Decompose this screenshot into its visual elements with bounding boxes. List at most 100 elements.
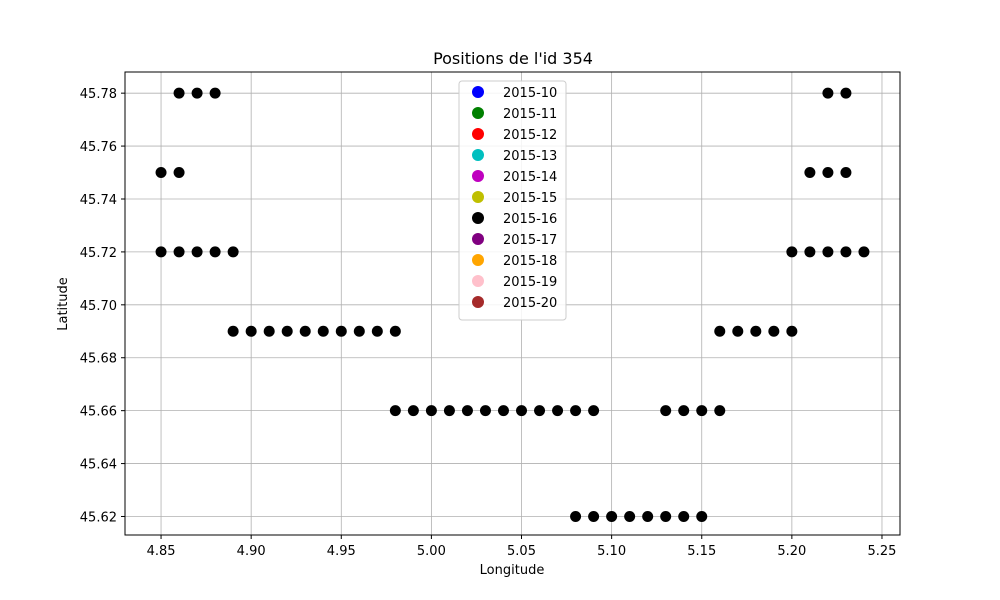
- scatter-point: [840, 246, 852, 258]
- scatter-point: [732, 325, 744, 337]
- scatter-point: [155, 167, 167, 179]
- scatter-point: [173, 246, 185, 258]
- scatter-point: [696, 405, 708, 417]
- x-tick-label: 4.90: [237, 544, 266, 559]
- legend-label: 2015-10: [503, 86, 557, 101]
- scatter-point: [858, 246, 870, 258]
- x-tick-label: 5.20: [777, 544, 806, 559]
- scatter-point: [822, 167, 834, 179]
- legend-label: 2015-14: [503, 170, 557, 185]
- y-tick-label: 45.76: [80, 140, 117, 155]
- x-tick-label: 4.95: [327, 544, 356, 559]
- scatter-point: [516, 405, 528, 417]
- scatter-point: [534, 405, 546, 417]
- scatter-point: [822, 246, 834, 258]
- scatter-point: [822, 87, 834, 99]
- scatter-point: [443, 405, 455, 417]
- y-tick-label: 45.62: [80, 510, 117, 525]
- scatter-point: [353, 325, 365, 337]
- scatter-point: [588, 405, 600, 417]
- scatter-point: [750, 325, 762, 337]
- scatter-point: [263, 325, 275, 337]
- chart-title: Positions de l'id 354: [433, 49, 593, 68]
- scatter-point: [371, 325, 383, 337]
- scatter-point: [407, 405, 419, 417]
- axis-ticks: 4.85 4.90 4.95 5.00 5.05 5.10 5.15 5.20 5.25 45.6…: [80, 87, 897, 559]
- y-axis-title: Latitude: [56, 277, 71, 331]
- scatter-point: [786, 246, 798, 258]
- scatter-point: [497, 405, 509, 417]
- x-tick-label: 5.15: [687, 544, 716, 559]
- scatter-point: [678, 405, 690, 417]
- legend-marker: [472, 170, 484, 182]
- scatter-point: [389, 325, 401, 337]
- scatter-point: [227, 246, 239, 258]
- scatter-point: [804, 167, 816, 179]
- scatter-point: [461, 405, 473, 417]
- legend-marker: [472, 149, 484, 161]
- y-tick-label: 45.66: [80, 405, 117, 420]
- scatter-point: [786, 325, 798, 337]
- scatter-point: [588, 510, 600, 522]
- scatter-point: [570, 405, 582, 417]
- scatter-point: [299, 325, 311, 337]
- legend-marker: [472, 191, 484, 203]
- scatter-point: [570, 510, 582, 522]
- scatter-point: [552, 405, 564, 417]
- legend: 2015-10 2015-11 2015-12 2015-13 2015-14 2015-…: [458, 80, 567, 321]
- legend-label: 2015-20: [503, 296, 557, 311]
- y-tick-label: 45.68: [80, 352, 117, 367]
- scatter-point: [227, 325, 239, 337]
- scatter-point: [425, 405, 437, 417]
- scatter-point: [245, 325, 257, 337]
- scatter-point: [696, 510, 708, 522]
- scatter-point: [840, 87, 852, 99]
- data-points: [155, 87, 870, 522]
- y-tick-label: 45.74: [80, 193, 117, 208]
- legend-label: 2015-12: [503, 128, 557, 143]
- legend-marker: [472, 107, 484, 119]
- scatter-point: [173, 167, 185, 179]
- scatter-point: [209, 246, 221, 258]
- y-tick-label: 45.64: [80, 458, 117, 473]
- scatter-point: [281, 325, 293, 337]
- scatter-point: [804, 246, 816, 258]
- y-tick-label: 45.78: [80, 87, 117, 102]
- scatter-point: [173, 87, 185, 99]
- x-tick-label: 5.00: [417, 544, 446, 559]
- scatter-point: [317, 325, 329, 337]
- legend-label: 2015-17: [503, 233, 557, 248]
- legend-box: [458, 80, 567, 321]
- legend-marker: [472, 254, 484, 266]
- legend-marker: [472, 212, 484, 224]
- scatter-point: [389, 405, 401, 417]
- legend-marker: [472, 86, 484, 98]
- legend-label: 2015-18: [503, 254, 557, 269]
- legend-marker: [472, 296, 484, 308]
- scatter-point: [624, 510, 636, 522]
- y-tick-label: 45.70: [80, 299, 117, 314]
- x-axis-title: Longitude: [480, 563, 545, 578]
- scatter-point: [191, 246, 203, 258]
- scatter-point: [642, 510, 654, 522]
- scatter-point: [714, 405, 726, 417]
- scatter-point: [606, 510, 618, 522]
- scatter-point: [660, 510, 672, 522]
- x-tick-label: 5.05: [507, 544, 536, 559]
- legend-label: 2015-16: [503, 212, 557, 227]
- scatter-point: [678, 510, 690, 522]
- legend-label: 2015-15: [503, 191, 557, 206]
- scatter-point: [714, 325, 726, 337]
- legend-label: 2015-13: [503, 149, 557, 164]
- plot-frame: [124, 71, 901, 536]
- x-tick-label: 4.85: [147, 544, 176, 559]
- legend-marker: [472, 275, 484, 287]
- scatter-point: [335, 325, 347, 337]
- x-tick-label: 5.25: [868, 544, 897, 559]
- x-tick-label: 5.10: [597, 544, 626, 559]
- scatter-point: [479, 405, 491, 417]
- scatter-point: [660, 405, 672, 417]
- scatter-point: [209, 87, 221, 99]
- legend-marker: [472, 233, 484, 245]
